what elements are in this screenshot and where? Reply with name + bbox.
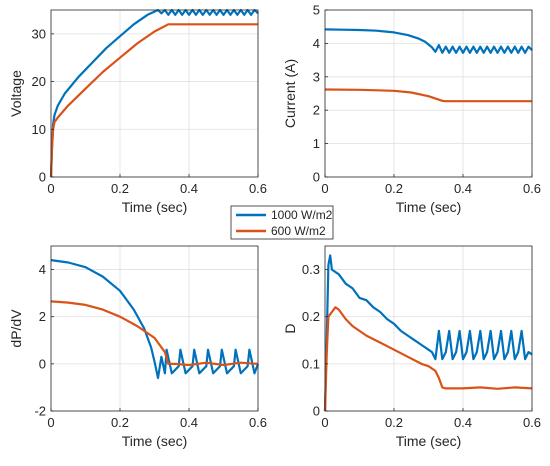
voltage-xtick-label-0: 0 <box>47 181 54 196</box>
dpdv-xtick-label-2: 0.4 <box>180 415 198 430</box>
current-y-axis-label: Current (A) <box>282 59 298 128</box>
voltage-xtick-label-3: 0.6 <box>249 181 267 196</box>
legend: 1000 W/m2 600 W/m2 <box>230 205 334 240</box>
voltage-plot: 0 0.2 0.4 0.6 0 10 20 30 Time (sec) Voltage <box>8 8 267 215</box>
dpdv-ytick-label-2: 2 <box>39 309 46 324</box>
dpdv-xtick-label-1: 0.2 <box>111 415 129 430</box>
current-plot: 0 0.2 0.4 0.6 0 1 2 3 4 5 Time (sec) Current (A) <box>282 3 541 216</box>
voltage-y-axis-label: Voltage <box>8 70 24 117</box>
current-xtick-label-1: 0.2 <box>385 181 403 196</box>
duty-xtick-label-0: 0 <box>321 415 328 430</box>
voltage-xtick-label-2: 0.4 <box>180 181 198 196</box>
current-series-600-line <box>324 88 532 103</box>
duty-series-600-line <box>323 306 533 412</box>
current-ytick-label-3: 3 <box>313 69 320 84</box>
dpdv-series-1000-line <box>50 259 260 380</box>
dpdv-y-axis-label: dP/dV <box>8 309 24 348</box>
current-ytick-label-2: 2 <box>313 103 320 118</box>
current-ytick-label-0: 0 <box>313 170 320 185</box>
dpdv-series-600-line <box>50 300 259 367</box>
voltage-ytick-label-2: 20 <box>32 74 46 89</box>
current-ytick-label-1: 1 <box>313 136 320 151</box>
duty-y-axis-label: D <box>282 323 298 333</box>
dpdv-xtick-label-0: 0 <box>47 415 54 430</box>
current-xtick-label-0: 0 <box>321 181 328 196</box>
duty-xtick-label-1: 0.2 <box>385 415 403 430</box>
duty-xtick-label-2: 0.4 <box>454 415 472 430</box>
duty-x-axis-label: Time (sec) <box>396 433 462 449</box>
dpdv-ytick-label-0: -2 <box>34 404 46 419</box>
duty-ytick-label-1: 0.1 <box>302 356 320 371</box>
duty-series-1000-line <box>323 254 533 412</box>
dpdv-plot-area <box>51 246 258 411</box>
duty-cycle-plot: 0 0.2 0.4 0.6 0 0.1 0.2 0.3 Time (sec) D <box>282 245 541 449</box>
legend-label-1000: 1000 W/m2 <box>271 208 333 222</box>
current-axes-frame <box>324 9 533 178</box>
voltage-series-1000-line <box>49 8 259 178</box>
current-ytick-label-4: 4 <box>313 36 320 51</box>
voltage-series-600-line <box>49 23 258 178</box>
voltage-xtick-label-1: 0.2 <box>111 181 129 196</box>
voltage-ytick-label-0: 0 <box>39 170 46 185</box>
duty-ytick-label-3: 0.3 <box>302 262 320 277</box>
current-x-axis-label: Time (sec) <box>396 199 462 215</box>
duty-axes-frame <box>324 245 533 412</box>
duty-ytick-label-0: 0 <box>313 404 320 419</box>
dpdv-axes-frame <box>50 245 259 412</box>
dpdv-xtick-label-3: 0.6 <box>249 415 267 430</box>
duty-xtick-label-3: 0.6 <box>523 415 541 430</box>
duty-plot-area <box>325 246 532 411</box>
legend-box <box>230 205 334 240</box>
current-series-1000-line <box>324 28 533 54</box>
voltage-x-axis-label: Time (sec) <box>122 199 188 215</box>
current-ytick-label-5: 5 <box>313 3 320 18</box>
dpdv-ytick-label-3: 4 <box>39 262 46 277</box>
duty-ytick-label-2: 0.2 <box>302 309 320 324</box>
voltage-axes-frame <box>50 9 259 178</box>
current-xtick-label-3: 0.6 <box>523 181 541 196</box>
voltage-plot-area <box>51 10 258 177</box>
dpdv-ytick-label-1: 0 <box>39 356 46 371</box>
voltage-ytick-label-3: 30 <box>32 26 46 41</box>
current-plot-area <box>325 10 532 177</box>
dpdv-x-axis-label: Time (sec) <box>122 433 188 449</box>
voltage-ytick-label-1: 10 <box>32 122 46 137</box>
current-xtick-label-2: 0.4 <box>454 181 472 196</box>
legend-label-600: 600 W/m2 <box>271 224 326 238</box>
